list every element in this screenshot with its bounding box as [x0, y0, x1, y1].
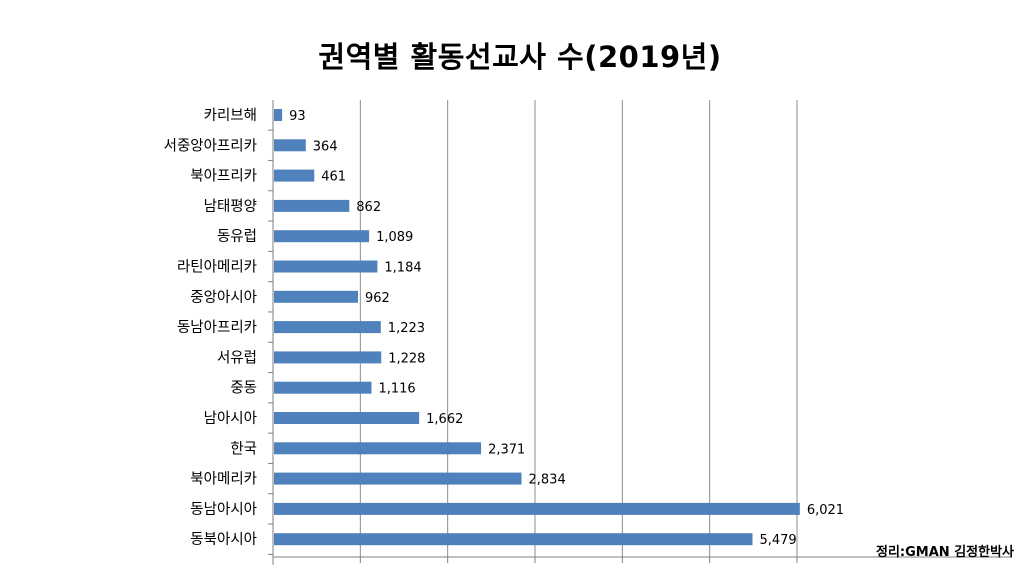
- data-label: 2,834: [529, 473, 566, 488]
- bar-7: [274, 290, 359, 303]
- bar-6: [274, 260, 378, 273]
- data-label: 461: [321, 170, 346, 185]
- bar-12: [274, 442, 482, 455]
- category-label: 서중앙아프리카: [164, 137, 257, 154]
- gridlines: [359, 100, 798, 557]
- data-label: 1,116: [378, 382, 415, 397]
- bar-13: [274, 472, 522, 485]
- bar-1: [274, 109, 283, 121]
- bar-3: [274, 169, 315, 182]
- data-label: 1,223: [388, 321, 425, 336]
- category-label: 서유럽: [217, 349, 257, 366]
- category-label: 카리브해: [204, 107, 257, 124]
- category-label: 라틴아메리카: [177, 259, 257, 276]
- bar-14: [274, 502, 800, 515]
- category-label: 남아시아: [204, 410, 257, 427]
- category-label: 북아메리카: [190, 471, 257, 488]
- data-label: 6,021: [807, 503, 844, 518]
- data-label: 93: [289, 109, 306, 124]
- source-note: 정리:GMAN 김정한박사: [876, 545, 1014, 560]
- bar-15: [274, 533, 753, 546]
- category-label: 중앙아시아: [190, 289, 257, 306]
- category-label: 중동: [230, 381, 257, 397]
- data-label: 5,479: [759, 533, 796, 548]
- category-label: 남태평양: [204, 198, 257, 215]
- data-label: 364: [313, 139, 338, 154]
- data-label: 1,662: [426, 412, 463, 427]
- category-label: 동남아프리카: [177, 319, 257, 336]
- bars: [274, 109, 800, 546]
- data-label: 1,228: [388, 351, 425, 366]
- category-label: 동남아시아: [190, 501, 257, 518]
- data-label: 1,089: [376, 230, 413, 245]
- axes: [268, 100, 1010, 565]
- bar-8: [274, 321, 381, 334]
- bar-10: [274, 381, 372, 394]
- category-label: 동북아시아: [190, 531, 257, 548]
- chart-title: 권역별 활동선교사 수(2019년): [318, 40, 722, 74]
- labels: 카리브해 93 서중앙아프리카 364 북아프리카 461 남태평양 862 동유럽 1,089 라…: [164, 107, 844, 548]
- bar-11: [274, 412, 420, 424]
- bar-4: [274, 199, 350, 212]
- data-label: 2,371: [488, 442, 525, 457]
- bar-5: [274, 230, 370, 243]
- bar-2: [274, 139, 306, 152]
- bar-9: [274, 351, 382, 364]
- data-label: 1,184: [384, 261, 421, 276]
- category-label: 한국: [230, 440, 257, 457]
- category-label: 동유럽: [217, 228, 257, 245]
- category-label: 북아프리카: [190, 168, 257, 185]
- data-label: 862: [356, 200, 381, 215]
- data-label: 962: [365, 291, 390, 306]
